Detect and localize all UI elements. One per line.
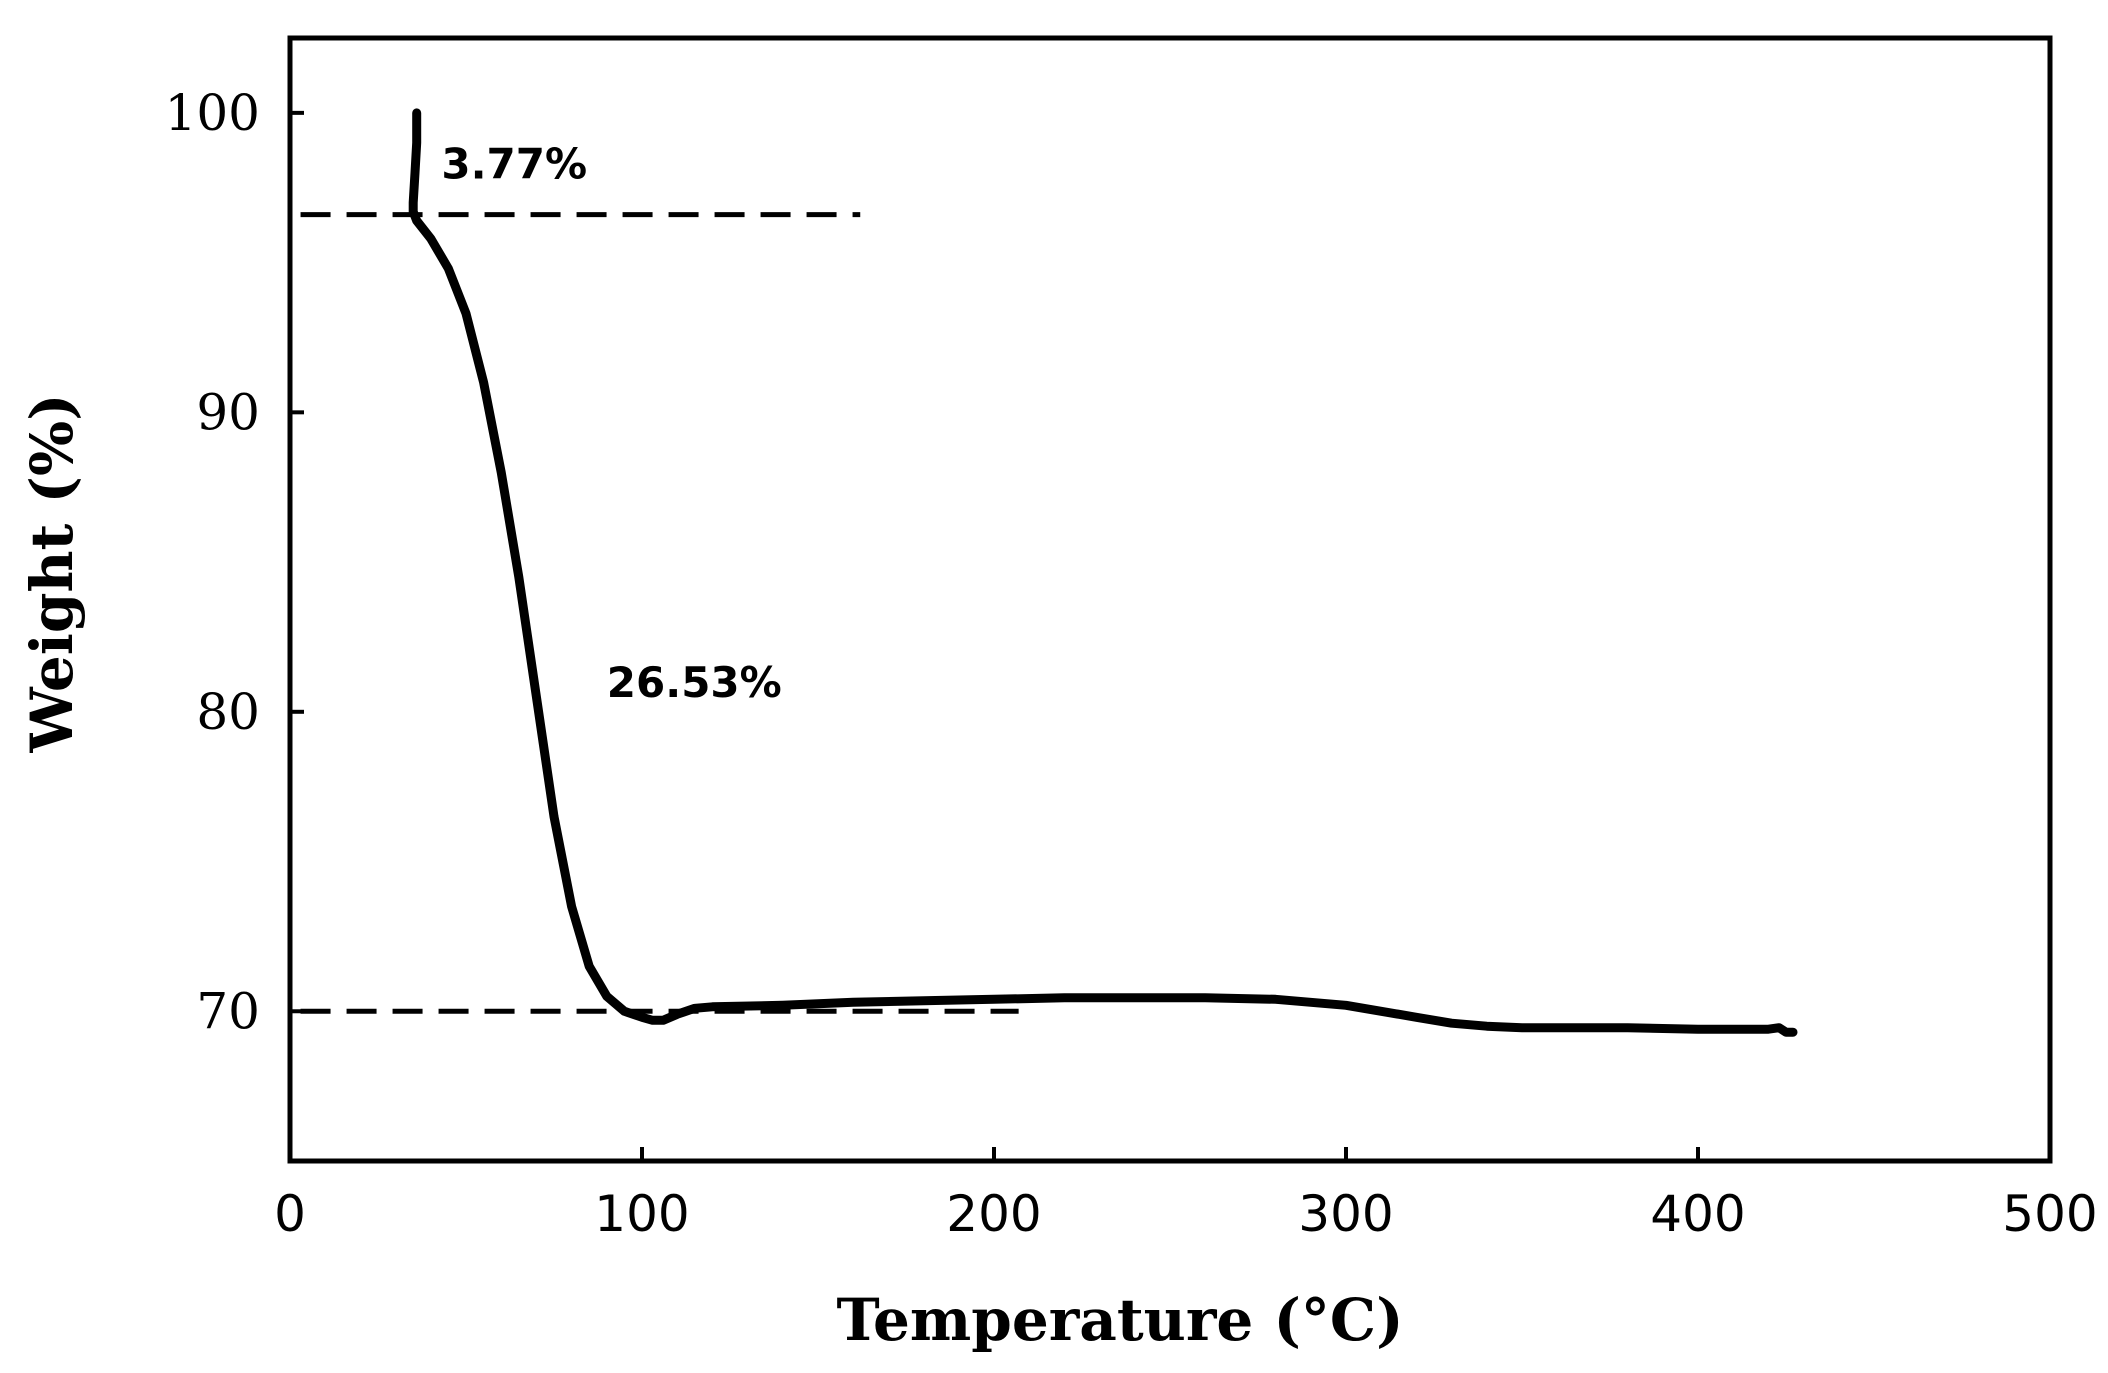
y-tick-label: 100 — [165, 84, 260, 142]
y-tick-label: 70 — [196, 982, 260, 1040]
x-tick-label: 400 — [1650, 1185, 1745, 1243]
plot-frame — [287, 35, 2053, 1164]
series-line-1 — [408, 108, 1798, 1037]
x-tick-label: 300 — [1298, 1185, 1393, 1243]
x-tick-label: 0 — [274, 1185, 306, 1243]
x-tick-label: 200 — [946, 1185, 1041, 1243]
x-tick-label: 100 — [594, 1185, 689, 1243]
annotation-label-1: 3.77% — [441, 140, 587, 189]
y-tick-label: 90 — [196, 383, 260, 441]
y-tick-label: 80 — [196, 683, 260, 741]
x-tick-label: 500 — [2002, 1185, 2097, 1243]
annotation-label-2: 26.53% — [607, 658, 782, 707]
y-axis-title: Weight (%) — [18, 393, 86, 753]
x-axis-title: Temperature (°C) — [836, 1286, 1403, 1354]
